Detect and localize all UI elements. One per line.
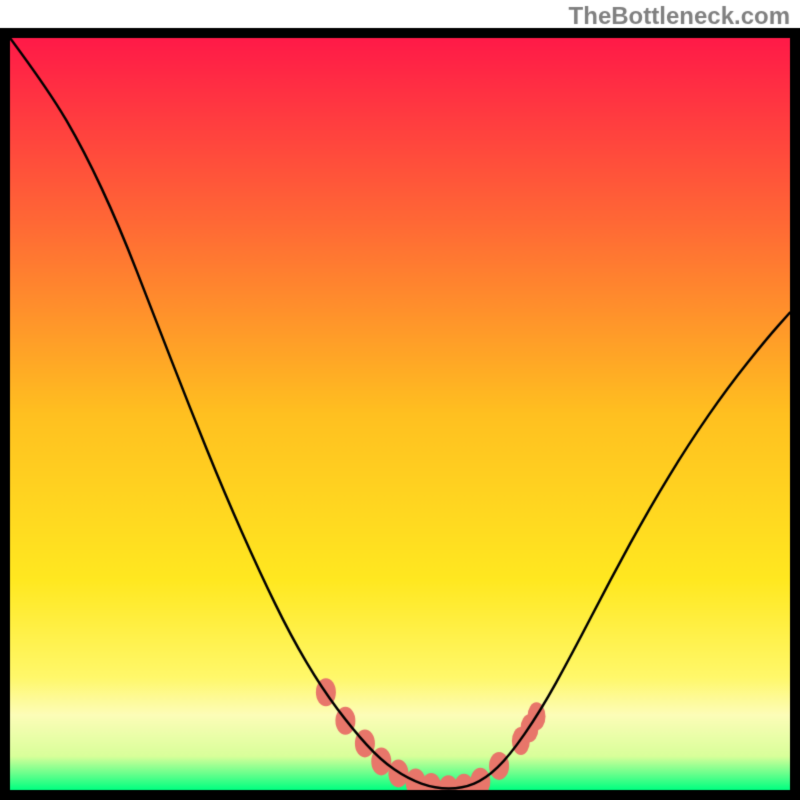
chart-canvas <box>0 0 800 800</box>
chart-container <box>0 0 800 800</box>
